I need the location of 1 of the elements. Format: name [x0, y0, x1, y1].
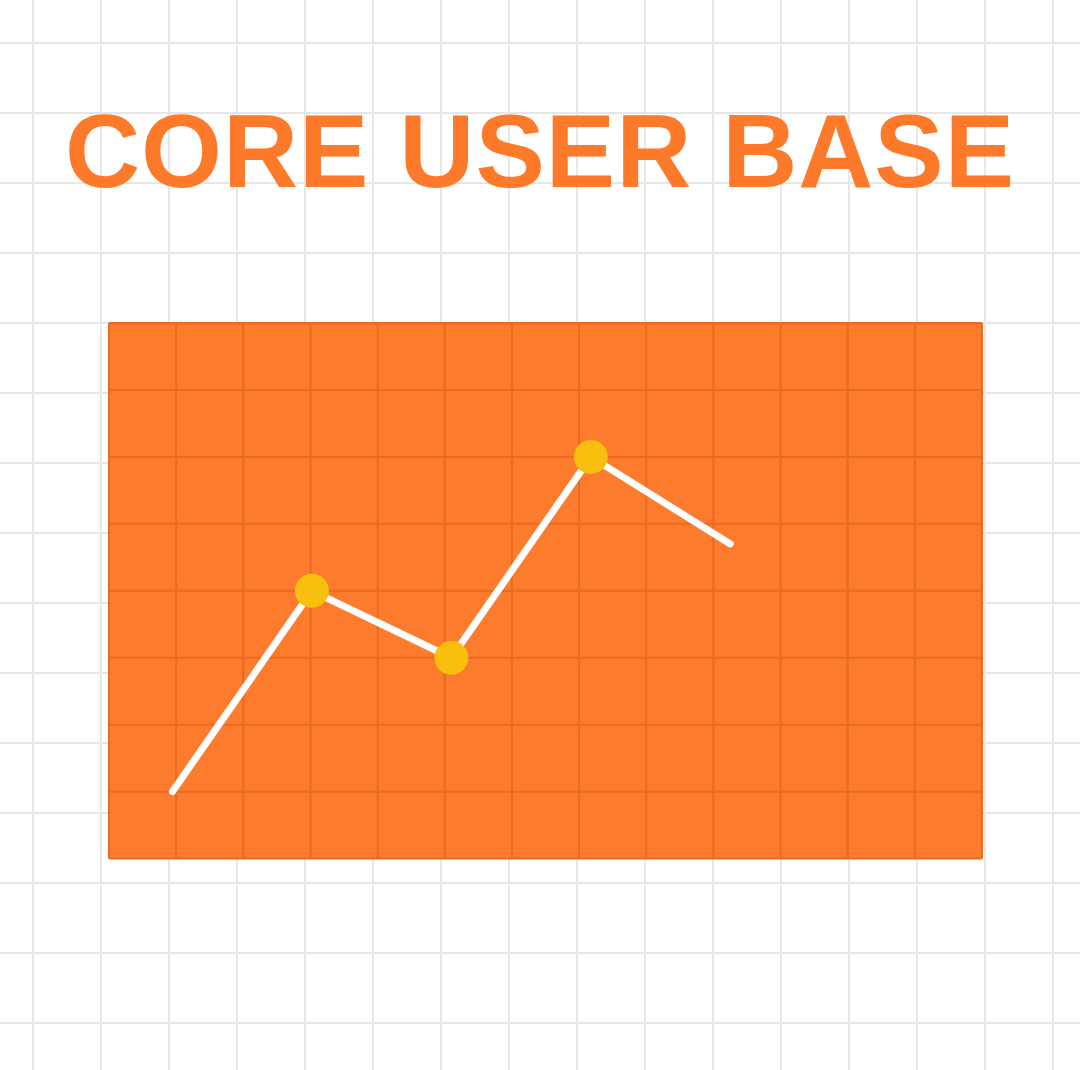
chart-title: CORE USER BASE — [63, 92, 1017, 211]
